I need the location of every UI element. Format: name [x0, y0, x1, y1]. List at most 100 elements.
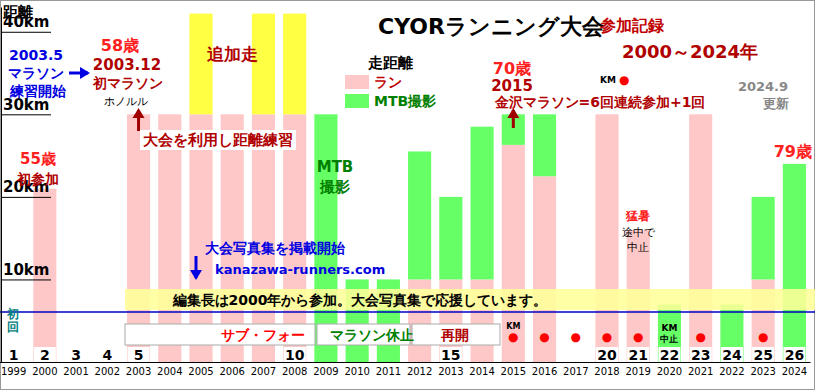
x-tick: 2003: [126, 362, 151, 377]
bar: [658, 304, 681, 362]
annotation: 初参加: [16, 171, 59, 187]
race-number: 3: [71, 347, 81, 363]
annotation: 大会を利用し距離練習: [143, 131, 293, 149]
x-tick-label: 2003: [126, 366, 151, 377]
annotation: 2015: [491, 77, 533, 95]
race-number: 26: [785, 347, 804, 363]
x-tick-label: 2009: [313, 366, 338, 377]
x-tick: 2008: [282, 362, 307, 377]
x-tick: 2005: [188, 362, 213, 377]
annotation: 2003.12: [93, 56, 161, 74]
x-tick: 2010: [344, 362, 369, 377]
bar: [689, 114, 712, 115]
legend-title: 走距離: [367, 54, 413, 72]
x-tick-label: 2020: [657, 366, 682, 377]
x-tick: 2009: [313, 362, 338, 377]
legend-swatch: [345, 75, 369, 89]
bar: [564, 362, 587, 363]
annotation: 70歳: [493, 59, 531, 78]
bar: [595, 114, 618, 115]
km-mark: ●: [695, 330, 705, 344]
legend-swatch: [345, 94, 369, 108]
message-band: [125, 289, 815, 310]
km-mark: ●: [758, 330, 768, 344]
x-tick-label: 2001: [63, 366, 88, 377]
x-tick-label: 2024: [782, 366, 807, 377]
legend-label: ラン: [374, 74, 402, 90]
race-number-bg: [658, 347, 680, 362]
annotation-bg: [140, 130, 296, 150]
bar: [439, 197, 462, 280]
race-number-bg: [596, 347, 618, 362]
annotation: 編集長は2000年から参加。大会写真集で応援しています。: [172, 292, 548, 308]
x-tick-label: 2010: [344, 366, 369, 377]
annotation: 79歳: [774, 142, 812, 161]
bar: [533, 114, 556, 115]
x-tick-label: 2004: [157, 366, 182, 377]
x-tick: 2016: [532, 362, 557, 377]
race-number: 24: [722, 347, 742, 363]
y-tick-line: [1, 32, 51, 33]
race-number-bg: [690, 347, 712, 362]
race-number-bg: [284, 347, 306, 362]
y-tick-label: 10km: [3, 261, 49, 279]
bar: [595, 114, 618, 362]
bar: [439, 196, 462, 197]
race-number-bg: [783, 347, 805, 362]
arrow-head: [133, 108, 145, 118]
annotation: 再開: [440, 327, 469, 343]
y-tick: 10km: [1, 261, 51, 280]
x-tick-label: 2021: [688, 366, 713, 377]
race-number-bg: [65, 347, 87, 362]
period-box: [125, 324, 315, 345]
x-tick-label: 2022: [719, 366, 744, 377]
subtitle: 参加記録: [599, 16, 664, 35]
race-number-bg: [3, 347, 25, 362]
chart-svg: 12345101520212223242526●●●●●KM中止●●KM10km…: [0, 0, 815, 390]
x-tick: 2015: [501, 362, 526, 377]
x-tick-label: 2006: [220, 366, 245, 377]
title: CYORランニング大会: [378, 14, 605, 39]
x-tick-label: 2019: [626, 366, 651, 377]
x-tick-label: 1999: [1, 366, 26, 377]
annotation: 2003.5: [9, 47, 63, 63]
bar: [783, 163, 806, 164]
race-number: 22: [660, 347, 679, 363]
km-cancel: KM中止: [660, 323, 678, 344]
x-tick-label: 2002: [95, 366, 120, 377]
race-number: 5: [134, 347, 144, 363]
x-tick-label: 2012: [407, 366, 432, 377]
annotation: 猛暑: [625, 209, 650, 223]
x-tick-label: 2016: [532, 366, 557, 377]
race-number: 20: [597, 347, 617, 363]
annotation: 撮影: [319, 178, 350, 196]
bar: [595, 114, 618, 115]
annotation: 更新: [763, 96, 789, 111]
annotation: kanazawa-runners.com: [215, 262, 385, 277]
km-mark: ●: [539, 330, 549, 344]
x-tick: 1999: [1, 362, 26, 377]
annotation: 大会写真集を掲載開始: [205, 240, 346, 256]
bar: [564, 362, 587, 363]
km-mark: ●: [602, 330, 612, 344]
race-number: 23: [691, 347, 710, 363]
annotation: マラソン: [8, 65, 64, 81]
race-number-bg: [128, 347, 150, 362]
bar: [533, 176, 556, 362]
x-tick: 2014: [469, 362, 494, 377]
x-tick: 2018: [594, 362, 619, 377]
annotation: 初回: [6, 307, 19, 334]
x-tick: 2012: [407, 362, 432, 377]
km-mark: ●: [571, 330, 581, 344]
km-legend-mark: ●: [619, 73, 629, 87]
annotation: 2000～2024年: [622, 41, 758, 62]
bar: [502, 145, 525, 362]
x-tick-label: 2008: [282, 366, 307, 377]
race-number: 10: [285, 347, 305, 363]
bar: [752, 196, 775, 197]
annotation: 練習開始: [9, 83, 67, 99]
x-tick: 2022: [719, 362, 744, 377]
x-tick: 2011: [376, 362, 401, 377]
x-tick-label: 2017: [563, 366, 588, 377]
km-mark: ●: [633, 330, 643, 344]
